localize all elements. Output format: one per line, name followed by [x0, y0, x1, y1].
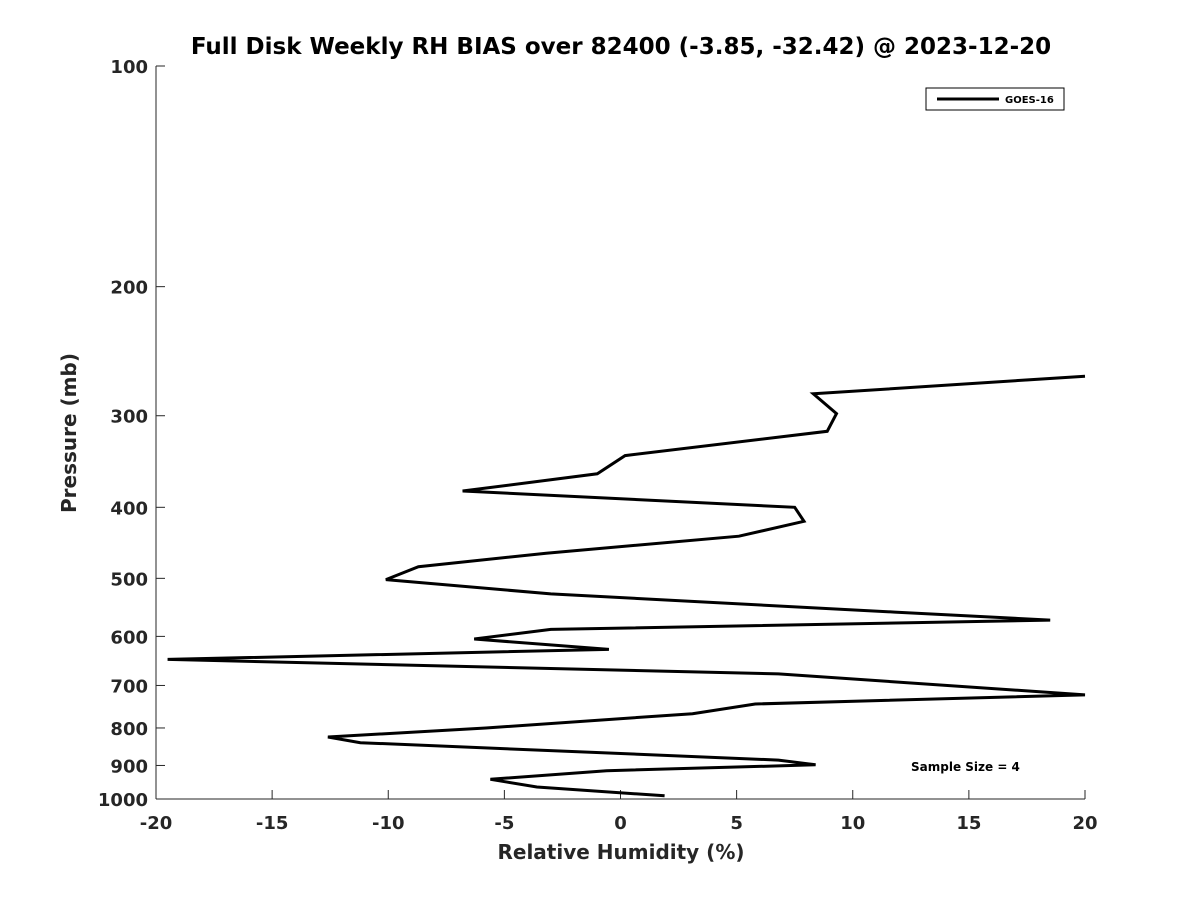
x-tick-label: 5	[730, 813, 743, 834]
legend-entry-goes-16: GOES-16	[1005, 95, 1054, 106]
x-tick-label: -10	[372, 813, 405, 834]
y-tick-label: 500	[110, 569, 148, 590]
y-tick-label: 400	[110, 498, 148, 519]
y-tick-label: 700	[110, 676, 148, 697]
sample-size-annotation: Sample Size = 4	[911, 760, 1020, 774]
y-tick-label: 200	[110, 278, 148, 299]
y-axis-label: Pressure (mb)	[57, 353, 81, 513]
y-tick-label: 600	[110, 627, 148, 648]
y-tick-label: 300	[110, 407, 148, 428]
x-tick-label: 0	[614, 813, 627, 834]
axes: -20 -15 -10 -5 0 5 10 15 20 100 200 300 400 500 600 700…	[98, 57, 1098, 834]
x-tick-label: -5	[494, 813, 514, 834]
series-layer	[167, 374, 1086, 798]
chart-title: Full Disk Weekly RH BIAS over 82400 (-3.…	[191, 34, 1051, 60]
x-tick-label: -20	[140, 813, 173, 834]
x-axis-label: Relative Humidity (%)	[497, 840, 744, 864]
x-tick-label: 15	[956, 813, 981, 834]
x-tick-label: -15	[256, 813, 289, 834]
y-tick-label: 1000	[98, 790, 148, 811]
y-tick-label: 900	[110, 756, 148, 777]
y-tick-label: 100	[110, 57, 148, 78]
x-tick-label: 20	[1072, 813, 1097, 834]
x-tick-label: 10	[840, 813, 865, 834]
y-tick-label: 800	[110, 719, 148, 740]
legend: GOES-16	[925, 87, 1065, 111]
series-line-goes-16	[167, 374, 1086, 798]
